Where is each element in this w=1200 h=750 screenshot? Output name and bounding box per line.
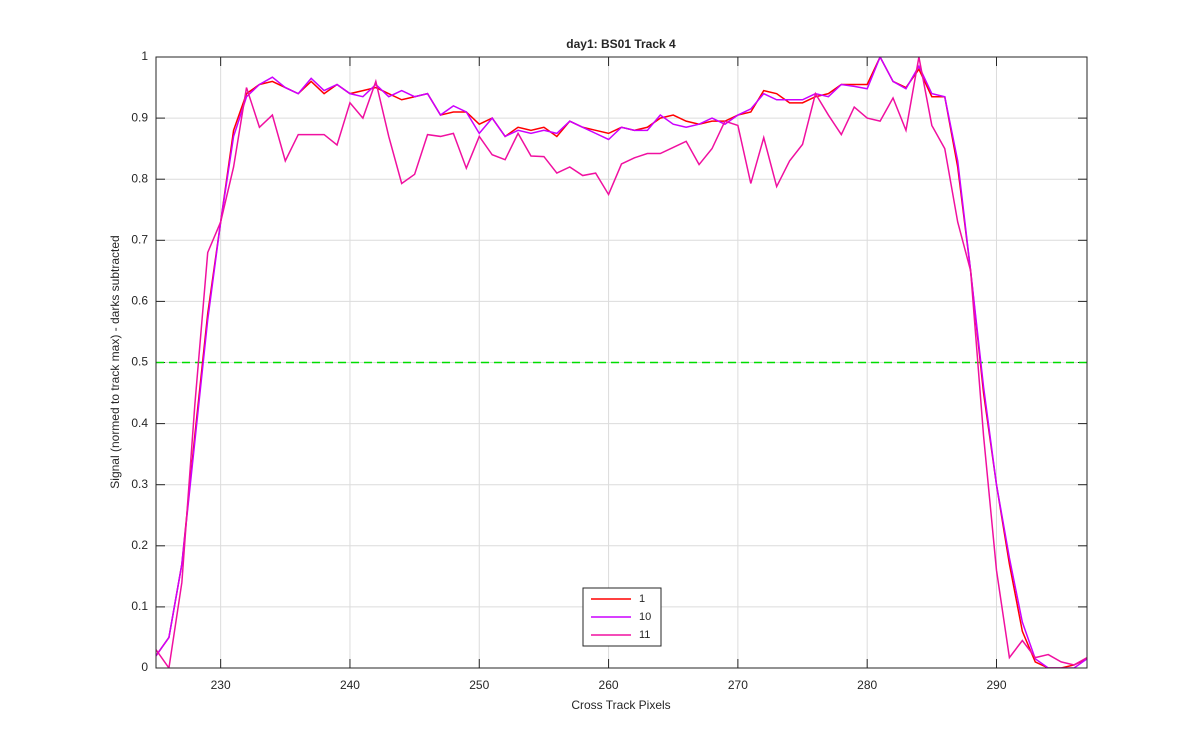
y-tick-label: 0.1: [131, 599, 148, 613]
x-tick-label: 280: [857, 678, 877, 692]
data-line: [156, 57, 1087, 668]
x-tick-label: 260: [599, 678, 619, 692]
legend-label: 11: [639, 629, 650, 641]
y-tick-label: 0: [141, 660, 148, 674]
legend-label: 1: [639, 593, 645, 605]
chart-title: day1: BS01 Track 4: [566, 37, 676, 51]
y-axis-label: Signal (normed to track max) - darks sub…: [108, 235, 122, 488]
x-tick-label: 250: [469, 678, 489, 692]
data-line: [156, 57, 1087, 668]
y-tick-label: 0.3: [131, 477, 148, 491]
y-tick-label: 0.9: [131, 110, 148, 124]
axes-box: [155, 56, 1088, 669]
x-tick-label: 290: [986, 678, 1006, 692]
y-tick-label: 0.8: [131, 171, 148, 185]
x-tick-label: 230: [211, 678, 231, 692]
y-tick-label: 0.5: [131, 355, 148, 369]
x-tick-label: 240: [340, 678, 360, 692]
x-axis-label: Cross Track Pixels: [571, 698, 670, 712]
legend-label: 10: [639, 611, 651, 623]
x-tick-label: 270: [728, 678, 748, 692]
y-tick-label: 0.6: [131, 294, 148, 308]
y-tick-label: 0.2: [131, 538, 148, 552]
y-tick-label: 0.7: [131, 232, 148, 246]
y-tick-label: 0.4: [131, 416, 148, 430]
y-tick-label: 1: [141, 49, 148, 63]
